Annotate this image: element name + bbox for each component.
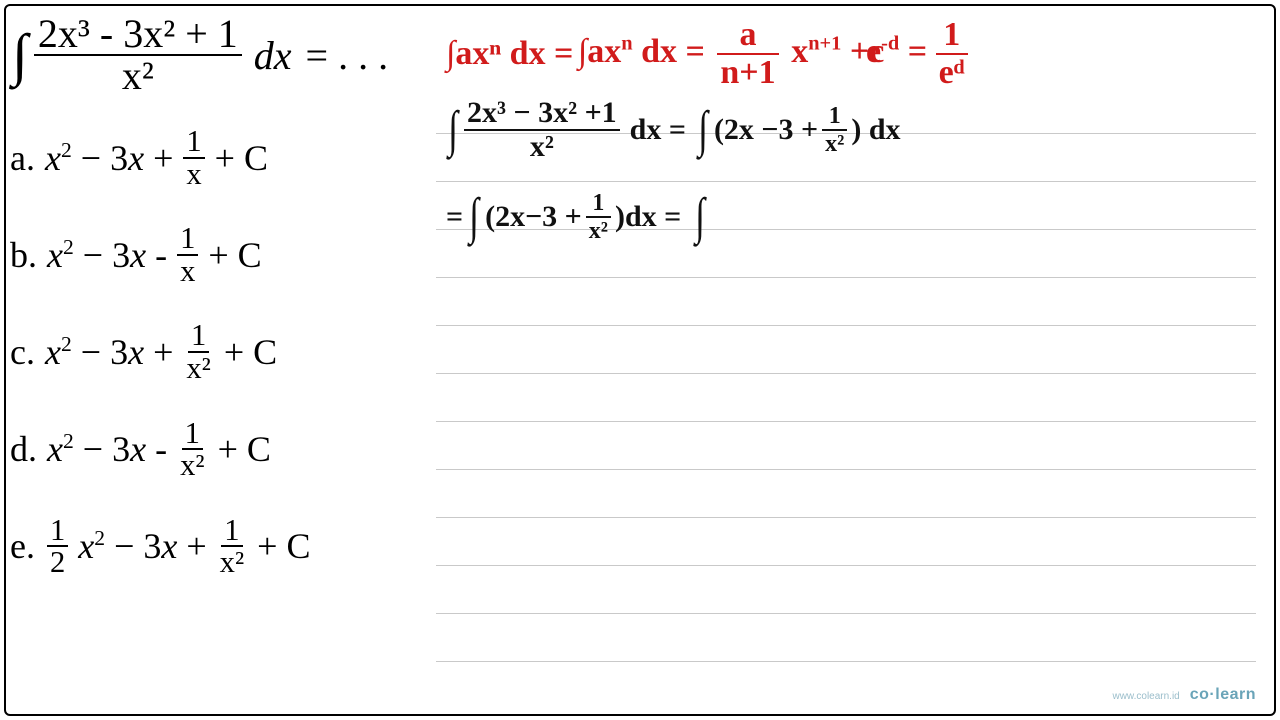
option-b-frac: 1 x [177,223,198,286]
option-e-prefrac: 1 2 [47,515,68,578]
option-e-frac: 1 x² [217,515,247,578]
red-frac: a n+1 [717,18,778,90]
question-fraction: 2x³ - 3x² + 1 x² [34,14,242,96]
question-denominator: x² [118,56,158,96]
option-d-frac: 1 x² [177,418,207,481]
option-a-frac: 1 x [183,126,204,189]
integral-icon: ∫ [448,110,458,151]
footer-branding: www.colearn.id co·learn [1112,686,1256,704]
question-numerator: 2x³ - 3x² + 1 [34,14,242,56]
red-exp-frac: 1 eᵈ [936,18,968,90]
option-b: b. x2 − 3x - 1 x + C [10,223,426,286]
integral-icon: ∫ [469,197,479,238]
work-line-1: ∫ 2x³ − 3x² +1 x² dx = ∫ (2x −3 + 1 x² )… [446,98,901,162]
ruled-paper [436,86,1256,686]
work-column: ∫axⁿ dx = ∫axn dx = a n+1 xn+1 +c e-d = … [436,6,1276,696]
work1-frac: 2x³ − 3x² +1 x² [464,98,620,162]
problem-column: ∫ 2x³ - 3x² + 1 x² dx = . . . a. x2 − 3x… [6,6,426,686]
red-exp-rule: e-d = 1 eᵈ [866,18,968,90]
option-c-frac: 1 x² [183,320,213,383]
option-a: a. x2 − 3x + 1 x + C [10,126,426,189]
option-c: c. x2 − 3x + 1 x² + C [10,320,426,383]
red-power-rule: ∫axⁿ dx = ∫axn dx = a n+1 xn+1 +c [446,18,884,90]
work2-sfrac: 1 x² [586,191,611,243]
dx: dx [254,32,292,79]
question-integral: ∫ 2x³ - 3x² + 1 x² dx = . . . [8,14,426,96]
integral-icon: ∫ [698,110,708,151]
video-frame: ∫ 2x³ - 3x² + 1 x² dx = . . . a. x2 − 3x… [4,4,1276,716]
integral-icon: ∫ [695,197,705,238]
work1-sfrac: 1 x² [822,104,847,156]
footer-brand: co·learn [1190,686,1256,704]
option-d: d. x2 − 3x - 1 x² + C [10,418,426,481]
integral-sign: ∫ [12,26,28,84]
equals-dots: = . . . [306,32,389,79]
option-e: e. 1 2 x2 − 3x + 1 x² + C [10,515,426,578]
footer-url: www.colearn.id [1112,691,1179,702]
work-line-2: = ∫ (2x−3 + 1 x² )dx = ∫ [446,191,707,243]
answer-options: a. x2 − 3x + 1 x + C b. x2 − 3x - 1 x + … [8,126,426,578]
